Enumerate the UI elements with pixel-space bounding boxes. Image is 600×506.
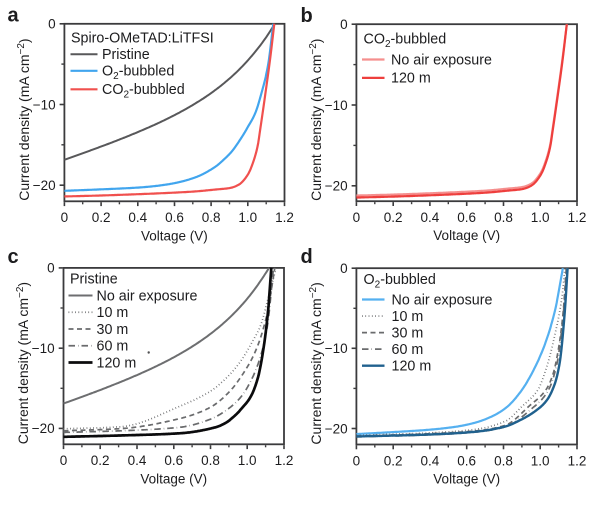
svg-text:0: 0	[353, 210, 361, 225]
svg-text:0: 0	[353, 453, 361, 468]
svg-text:0: 0	[60, 453, 68, 468]
svg-text:0.6: 0.6	[457, 453, 476, 468]
svg-text:Current density (mA cm−2): Current density (mA cm−2)	[16, 38, 32, 200]
svg-text:0.6: 0.6	[165, 210, 184, 225]
svg-text:−10: −10	[325, 341, 348, 356]
svg-text:No air exposure: No air exposure	[391, 52, 492, 68]
svg-text:60 m: 60 m	[392, 342, 424, 358]
svg-text:30 m: 30 m	[392, 325, 424, 341]
svg-text:Current density (mA cm−2): Current density (mA cm−2)	[15, 282, 31, 444]
svg-text:0: 0	[48, 17, 56, 32]
svg-text:−10: −10	[32, 341, 55, 356]
svg-text:0: 0	[61, 210, 69, 225]
svg-text:CO2-bubbled: CO2-bubbled	[364, 32, 447, 50]
svg-text:0.4: 0.4	[421, 210, 440, 225]
svg-text:0.2: 0.2	[91, 453, 110, 468]
svg-text:1.0: 1.0	[531, 453, 550, 468]
svg-text:1.2: 1.2	[568, 210, 587, 225]
svg-text:Voltage (V): Voltage (V)	[140, 471, 207, 486]
svg-text:O2-bubbled: O2-bubbled	[364, 272, 436, 290]
svg-text:0.6: 0.6	[457, 210, 476, 225]
svg-text:Current density (mA cm−2): Current density (mA cm−2)	[308, 282, 324, 444]
svg-text:−10: −10	[325, 98, 348, 113]
svg-text:0.8: 0.8	[494, 210, 513, 225]
svg-text:d: d	[301, 246, 313, 268]
svg-text:120 m: 120 m	[97, 355, 137, 371]
svg-text:0.4: 0.4	[128, 210, 147, 225]
svg-text:Voltage (V): Voltage (V)	[433, 472, 500, 487]
svg-text:Spiro-OMeTAD:LiTFSI: Spiro-OMeTAD:LiTFSI	[71, 30, 214, 46]
svg-text:0: 0	[340, 261, 348, 276]
svg-text:0.6: 0.6	[164, 453, 183, 468]
svg-text:120 m: 120 m	[391, 71, 431, 87]
svg-text:−20: −20	[32, 421, 55, 436]
svg-text:1.0: 1.0	[238, 453, 257, 468]
svg-text:1.2: 1.2	[275, 453, 294, 468]
svg-text:10 m: 10 m	[392, 309, 424, 325]
svg-text:c: c	[8, 246, 19, 268]
svg-text:30 m: 30 m	[97, 322, 129, 338]
svg-text:Voltage (V): Voltage (V)	[433, 228, 500, 243]
svg-text:0.8: 0.8	[494, 453, 513, 468]
svg-text:b: b	[301, 5, 313, 27]
svg-text:−20: −20	[33, 178, 56, 193]
svg-text:0.8: 0.8	[201, 453, 220, 468]
svg-text:−20: −20	[325, 179, 348, 194]
svg-text:Voltage (V): Voltage (V)	[141, 228, 208, 243]
svg-text:1.0: 1.0	[531, 210, 550, 225]
svg-text:−10: −10	[33, 97, 56, 112]
svg-text:0.4: 0.4	[128, 453, 147, 468]
svg-text:0.2: 0.2	[384, 210, 403, 225]
svg-text:0.4: 0.4	[421, 453, 440, 468]
svg-text:No air exposure: No air exposure	[97, 288, 198, 304]
svg-text:1.2: 1.2	[275, 210, 294, 225]
svg-text:0: 0	[340, 17, 348, 32]
svg-text:Current density (mA cm−2): Current density (mA cm−2)	[308, 39, 324, 201]
svg-text:0.8: 0.8	[202, 210, 221, 225]
svg-text:60 m: 60 m	[97, 339, 129, 355]
svg-text:Pristine: Pristine	[102, 47, 150, 63]
svg-text:CO2-bubbled: CO2-bubbled	[102, 82, 185, 100]
svg-text:Pristine: Pristine	[70, 271, 118, 287]
svg-text:1.2: 1.2	[568, 453, 587, 468]
svg-text:1.0: 1.0	[238, 210, 257, 225]
svg-text:0.2: 0.2	[384, 453, 403, 468]
svg-text:120 m: 120 m	[392, 359, 432, 375]
svg-text:0: 0	[47, 261, 55, 276]
svg-text:O2-bubbled: O2-bubbled	[102, 64, 174, 82]
svg-text:10 m: 10 m	[97, 305, 129, 321]
svg-text:0.2: 0.2	[92, 210, 111, 225]
svg-text:−20: −20	[325, 421, 348, 436]
svg-text:a: a	[8, 5, 20, 27]
svg-text:No air exposure: No air exposure	[392, 292, 493, 308]
